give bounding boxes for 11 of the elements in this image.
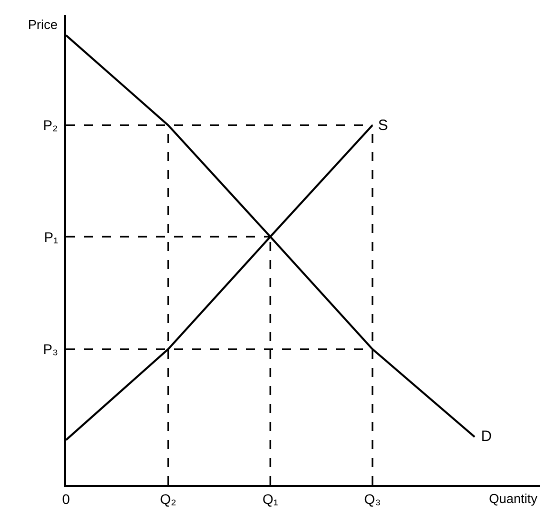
x-tick-label: Q₃ (364, 490, 381, 507)
y-axis-title: Price (28, 17, 58, 32)
x-tick-label: Q₂ (160, 490, 176, 507)
series-label: P₃ (43, 341, 58, 357)
series-label: P₁ (44, 229, 58, 245)
x-tick-label: Q₁ (262, 490, 278, 507)
series-label: P₂ (43, 117, 58, 133)
x-axis-title: Quantity (489, 491, 538, 506)
series-label: S (378, 117, 388, 134)
x-tick-label: 0 (62, 490, 70, 507)
series-label: D (481, 428, 492, 445)
